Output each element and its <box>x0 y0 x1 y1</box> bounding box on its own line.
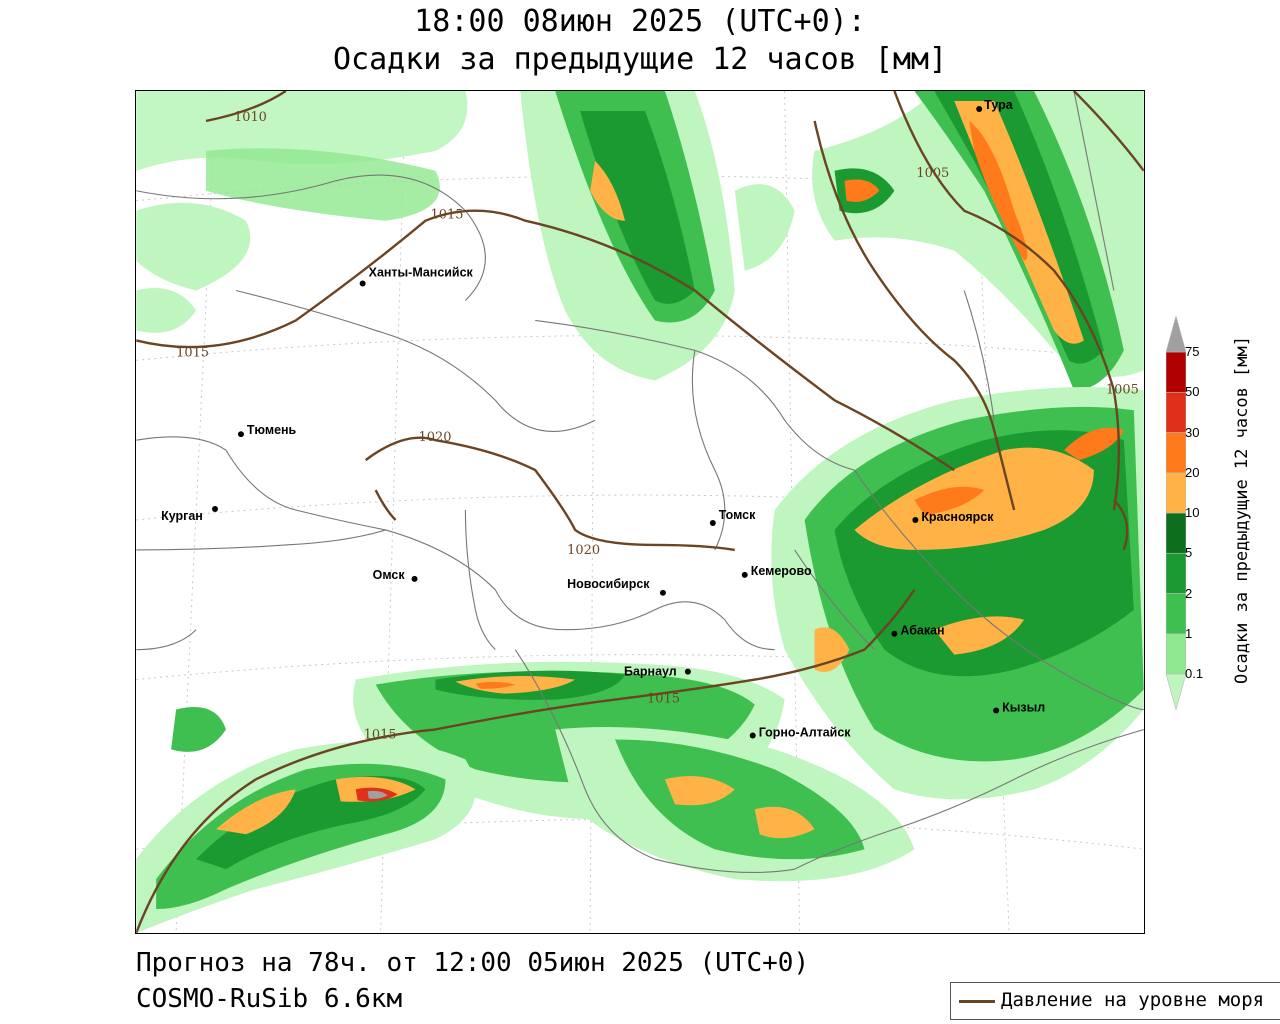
city-kurgan: Курган <box>161 506 219 523</box>
map-legend: Давление на уровне моря <box>950 982 1280 1020</box>
isobar-label: 1005 <box>1106 382 1139 397</box>
colorbar-segment <box>1166 391 1186 433</box>
isobar-label: 1015 <box>430 208 463 223</box>
colorbar-tick-label: 20 <box>1185 464 1200 480</box>
region-boundaries <box>136 91 1144 874</box>
city-kyzyl: Кызыл <box>993 701 1045 715</box>
model-info: COSMO-RuSib 6.6км <box>136 984 403 1014</box>
svg-text:Кемерово: Кемерово <box>751 564 812 578</box>
precipitation-colorbar <box>1166 316 1186 710</box>
svg-text:Ханты-Мансийск: Ханты-Мансийск <box>369 266 474 280</box>
colorbar-tick-label: 50 <box>1185 384 1200 400</box>
svg-text:Горно-Алтайск: Горно-Алтайск <box>759 725 852 739</box>
isobar-label: 1020 <box>419 430 452 445</box>
isobar-label: 1010 <box>234 110 267 125</box>
svg-text:Томск: Томск <box>719 508 756 522</box>
svg-text:Новосибирск: Новосибирск <box>567 577 650 591</box>
city-barnaul: Барнаул <box>624 665 691 679</box>
isobar-label: 1005 <box>916 166 949 181</box>
pressure-legend-label: Давление на уровне моря <box>1001 989 1265 1011</box>
colorbar-tick-label: 1 <box>1185 625 1193 641</box>
isobar-label: 1015 <box>647 692 680 707</box>
colorbar-tick-label: 0.1 <box>1185 666 1204 681</box>
colorbar-segment <box>1166 633 1186 675</box>
city-kemerovo: Кемерово <box>741 564 812 578</box>
colorbar-segment <box>1166 432 1186 474</box>
colorbar-segment <box>1166 673 1186 710</box>
colorbar-segment <box>1166 593 1186 635</box>
city-khanty-mansiysk: Ханты-Мансийск <box>359 266 474 287</box>
pressure-line-sample <box>959 1000 995 1003</box>
colorbar-title: Осадки за предыдущие 12 часов [мм] <box>1232 336 1252 684</box>
svg-text:Красноярск: Красноярск <box>921 510 994 524</box>
city-omsk: Омск <box>373 568 418 582</box>
forecast-info: Прогноз на 78ч. от 12:00 05июн 2025 (UTC… <box>136 948 810 978</box>
isobar-label: 1015 <box>176 345 209 360</box>
city-krasnoyarsk: Красноярск <box>912 510 994 524</box>
svg-text:Омск: Омск <box>373 568 406 582</box>
colorbar-segment <box>1166 552 1186 594</box>
city-abakan: Абакан <box>891 624 945 638</box>
colorbar-tick-label: 5 <box>1185 545 1193 561</box>
colorbar-tick-label: 10 <box>1185 505 1200 520</box>
map-title-line2: Осадки за предыдущие 12 часов [мм] <box>332 42 948 77</box>
isobar-labels: 1010 1015 1015 1020 1020 1015 1015 1005 … <box>176 110 1139 743</box>
isobar-label: 1015 <box>364 727 397 742</box>
city-gorno-altaysk: Горно-Алтайск <box>749 725 852 739</box>
colorbar-segment <box>1166 351 1186 393</box>
precipitation-map: 1010 1015 1015 1020 1020 1015 1015 1005 … <box>135 90 1145 934</box>
isobar-label: 1020 <box>567 543 600 558</box>
map-title-line1: 18:00 08июн 2025 (UTC+0): <box>414 4 866 39</box>
city-novosibirsk: Новосибирск <box>567 577 666 596</box>
svg-text:Барнаул: Барнаул <box>624 665 677 679</box>
colorbar-segment <box>1166 512 1186 554</box>
colorbar-segment <box>1166 472 1186 514</box>
colorbar-tick-label: 75 <box>1185 344 1200 359</box>
svg-text:Тура: Тура <box>984 98 1014 112</box>
city-markers: Тура Ханты-Мансийск Тюмень Курган Омск Т… <box>161 98 1045 740</box>
colorbar-tick-label: 2 <box>1185 585 1193 601</box>
svg-text:Кызыл: Кызыл <box>1002 701 1045 715</box>
colorbar-segment <box>1166 316 1186 353</box>
city-tura: Тура <box>976 98 1014 112</box>
city-tyumen: Тюмень <box>237 423 297 437</box>
isobar-lines <box>136 91 1144 933</box>
colorbar-tick-label: 30 <box>1185 424 1200 440</box>
svg-text:Курган: Курган <box>161 509 203 523</box>
svg-text:Абакан: Абакан <box>900 624 944 638</box>
city-tomsk: Томск <box>709 508 756 526</box>
svg-text:Тюмень: Тюмень <box>247 423 297 437</box>
